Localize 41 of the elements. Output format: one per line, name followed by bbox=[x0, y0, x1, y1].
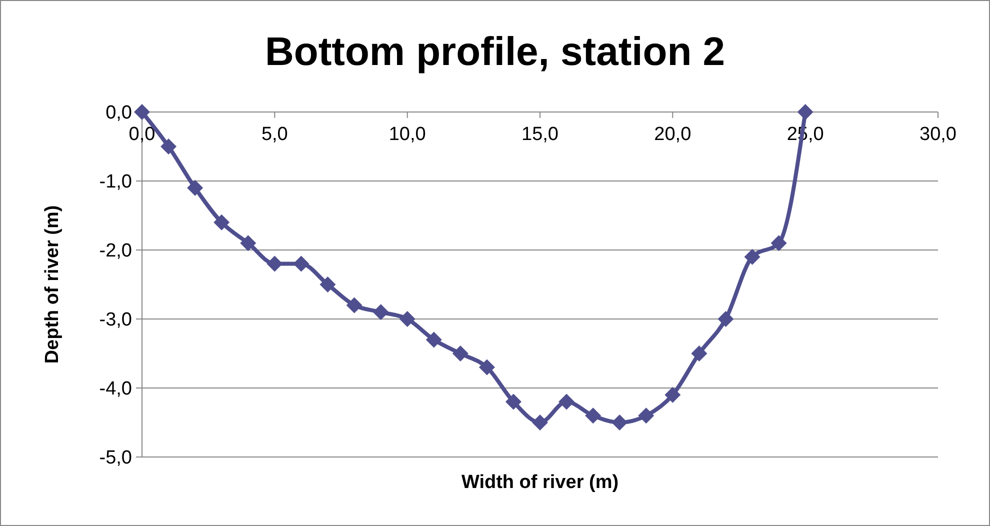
point bbox=[585, 408, 602, 424]
y-axis-title: Depth of river (m) bbox=[42, 205, 63, 364]
y-tick-label: 0,0 bbox=[106, 102, 132, 124]
y-tick-label: -4,0 bbox=[99, 378, 132, 400]
point bbox=[372, 304, 389, 320]
x-tick-label: 30,0 bbox=[920, 124, 956, 145]
point bbox=[320, 276, 336, 292]
point bbox=[638, 408, 654, 424]
point bbox=[134, 104, 150, 120]
x-tick-label: 15,0 bbox=[522, 124, 558, 145]
point bbox=[770, 235, 787, 252]
point bbox=[744, 248, 760, 265]
point bbox=[718, 311, 734, 327]
y-tick-label: -2,0 bbox=[99, 240, 132, 262]
y-tick-label: -3,0 bbox=[99, 310, 132, 331]
point bbox=[426, 332, 442, 348]
y-tick-label: -1,0 bbox=[99, 172, 132, 193]
y-tick-label: -5,0 bbox=[99, 448, 132, 469]
x-tick-label: 5,0 bbox=[261, 124, 288, 145]
point bbox=[612, 414, 628, 430]
point bbox=[558, 394, 575, 410]
point bbox=[160, 138, 177, 154]
x-tick-label: 0,0 bbox=[128, 124, 156, 145]
chart-title: Bottom profile, station 2 bbox=[265, 30, 725, 74]
point bbox=[664, 386, 681, 403]
point bbox=[452, 346, 468, 362]
point bbox=[505, 394, 522, 410]
point bbox=[797, 104, 814, 120]
x-tick-label: 10,0 bbox=[388, 124, 426, 145]
x-axis-title: Width of river (m) bbox=[461, 472, 619, 493]
point bbox=[346, 297, 362, 314]
point bbox=[691, 346, 708, 362]
point bbox=[240, 235, 256, 252]
point bbox=[214, 214, 230, 230]
point bbox=[478, 359, 495, 376]
point bbox=[266, 256, 283, 272]
point bbox=[532, 414, 548, 430]
point bbox=[187, 180, 204, 196]
x-tick-label: 20,0 bbox=[654, 124, 692, 145]
point bbox=[399, 311, 416, 327]
point bbox=[293, 256, 310, 272]
